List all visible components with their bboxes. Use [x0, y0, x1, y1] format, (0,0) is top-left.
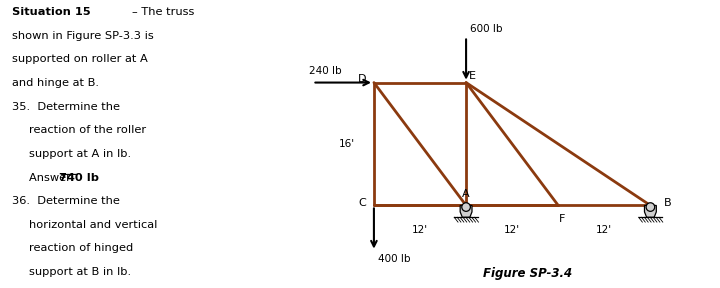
Text: 36.  Determine the: 36. Determine the [12, 196, 120, 206]
Text: supported on roller at A: supported on roller at A [12, 54, 148, 65]
Text: shown in Figure SP-3.3 is: shown in Figure SP-3.3 is [12, 31, 153, 41]
Text: Figure SP-3.4: Figure SP-3.4 [483, 267, 572, 280]
Text: 240 lb: 240 lb [309, 67, 341, 76]
Text: 740 lb: 740 lb [59, 173, 99, 183]
Text: E: E [469, 71, 476, 82]
Text: 12': 12' [412, 225, 428, 235]
Polygon shape [460, 205, 472, 217]
Text: D: D [358, 74, 366, 84]
Text: 600 lb: 600 lb [470, 24, 503, 34]
Text: – The truss: – The truss [132, 7, 195, 17]
Text: 12': 12' [596, 225, 613, 235]
Text: F: F [559, 214, 565, 224]
Circle shape [646, 203, 654, 211]
Text: support at A in lb.: support at A in lb. [29, 149, 131, 159]
Text: 12': 12' [504, 225, 521, 235]
Text: and hinge at B.: and hinge at B. [12, 78, 99, 88]
Circle shape [462, 203, 470, 211]
Text: 35.  Determine the: 35. Determine the [12, 102, 120, 112]
Text: A: A [462, 189, 470, 199]
Text: 16': 16' [339, 139, 355, 149]
Text: reaction of the roller: reaction of the roller [29, 125, 146, 135]
Text: Answer:: Answer: [29, 173, 78, 183]
Text: support at B in lb.: support at B in lb. [29, 267, 131, 277]
Text: reaction of hinged: reaction of hinged [29, 243, 133, 253]
Text: B: B [664, 198, 671, 208]
Text: horizontal and vertical: horizontal and vertical [29, 220, 157, 230]
Text: Situation 15: Situation 15 [12, 7, 90, 17]
Text: C: C [359, 198, 366, 208]
Text: 400 lb: 400 lb [378, 254, 410, 264]
Polygon shape [644, 205, 657, 217]
